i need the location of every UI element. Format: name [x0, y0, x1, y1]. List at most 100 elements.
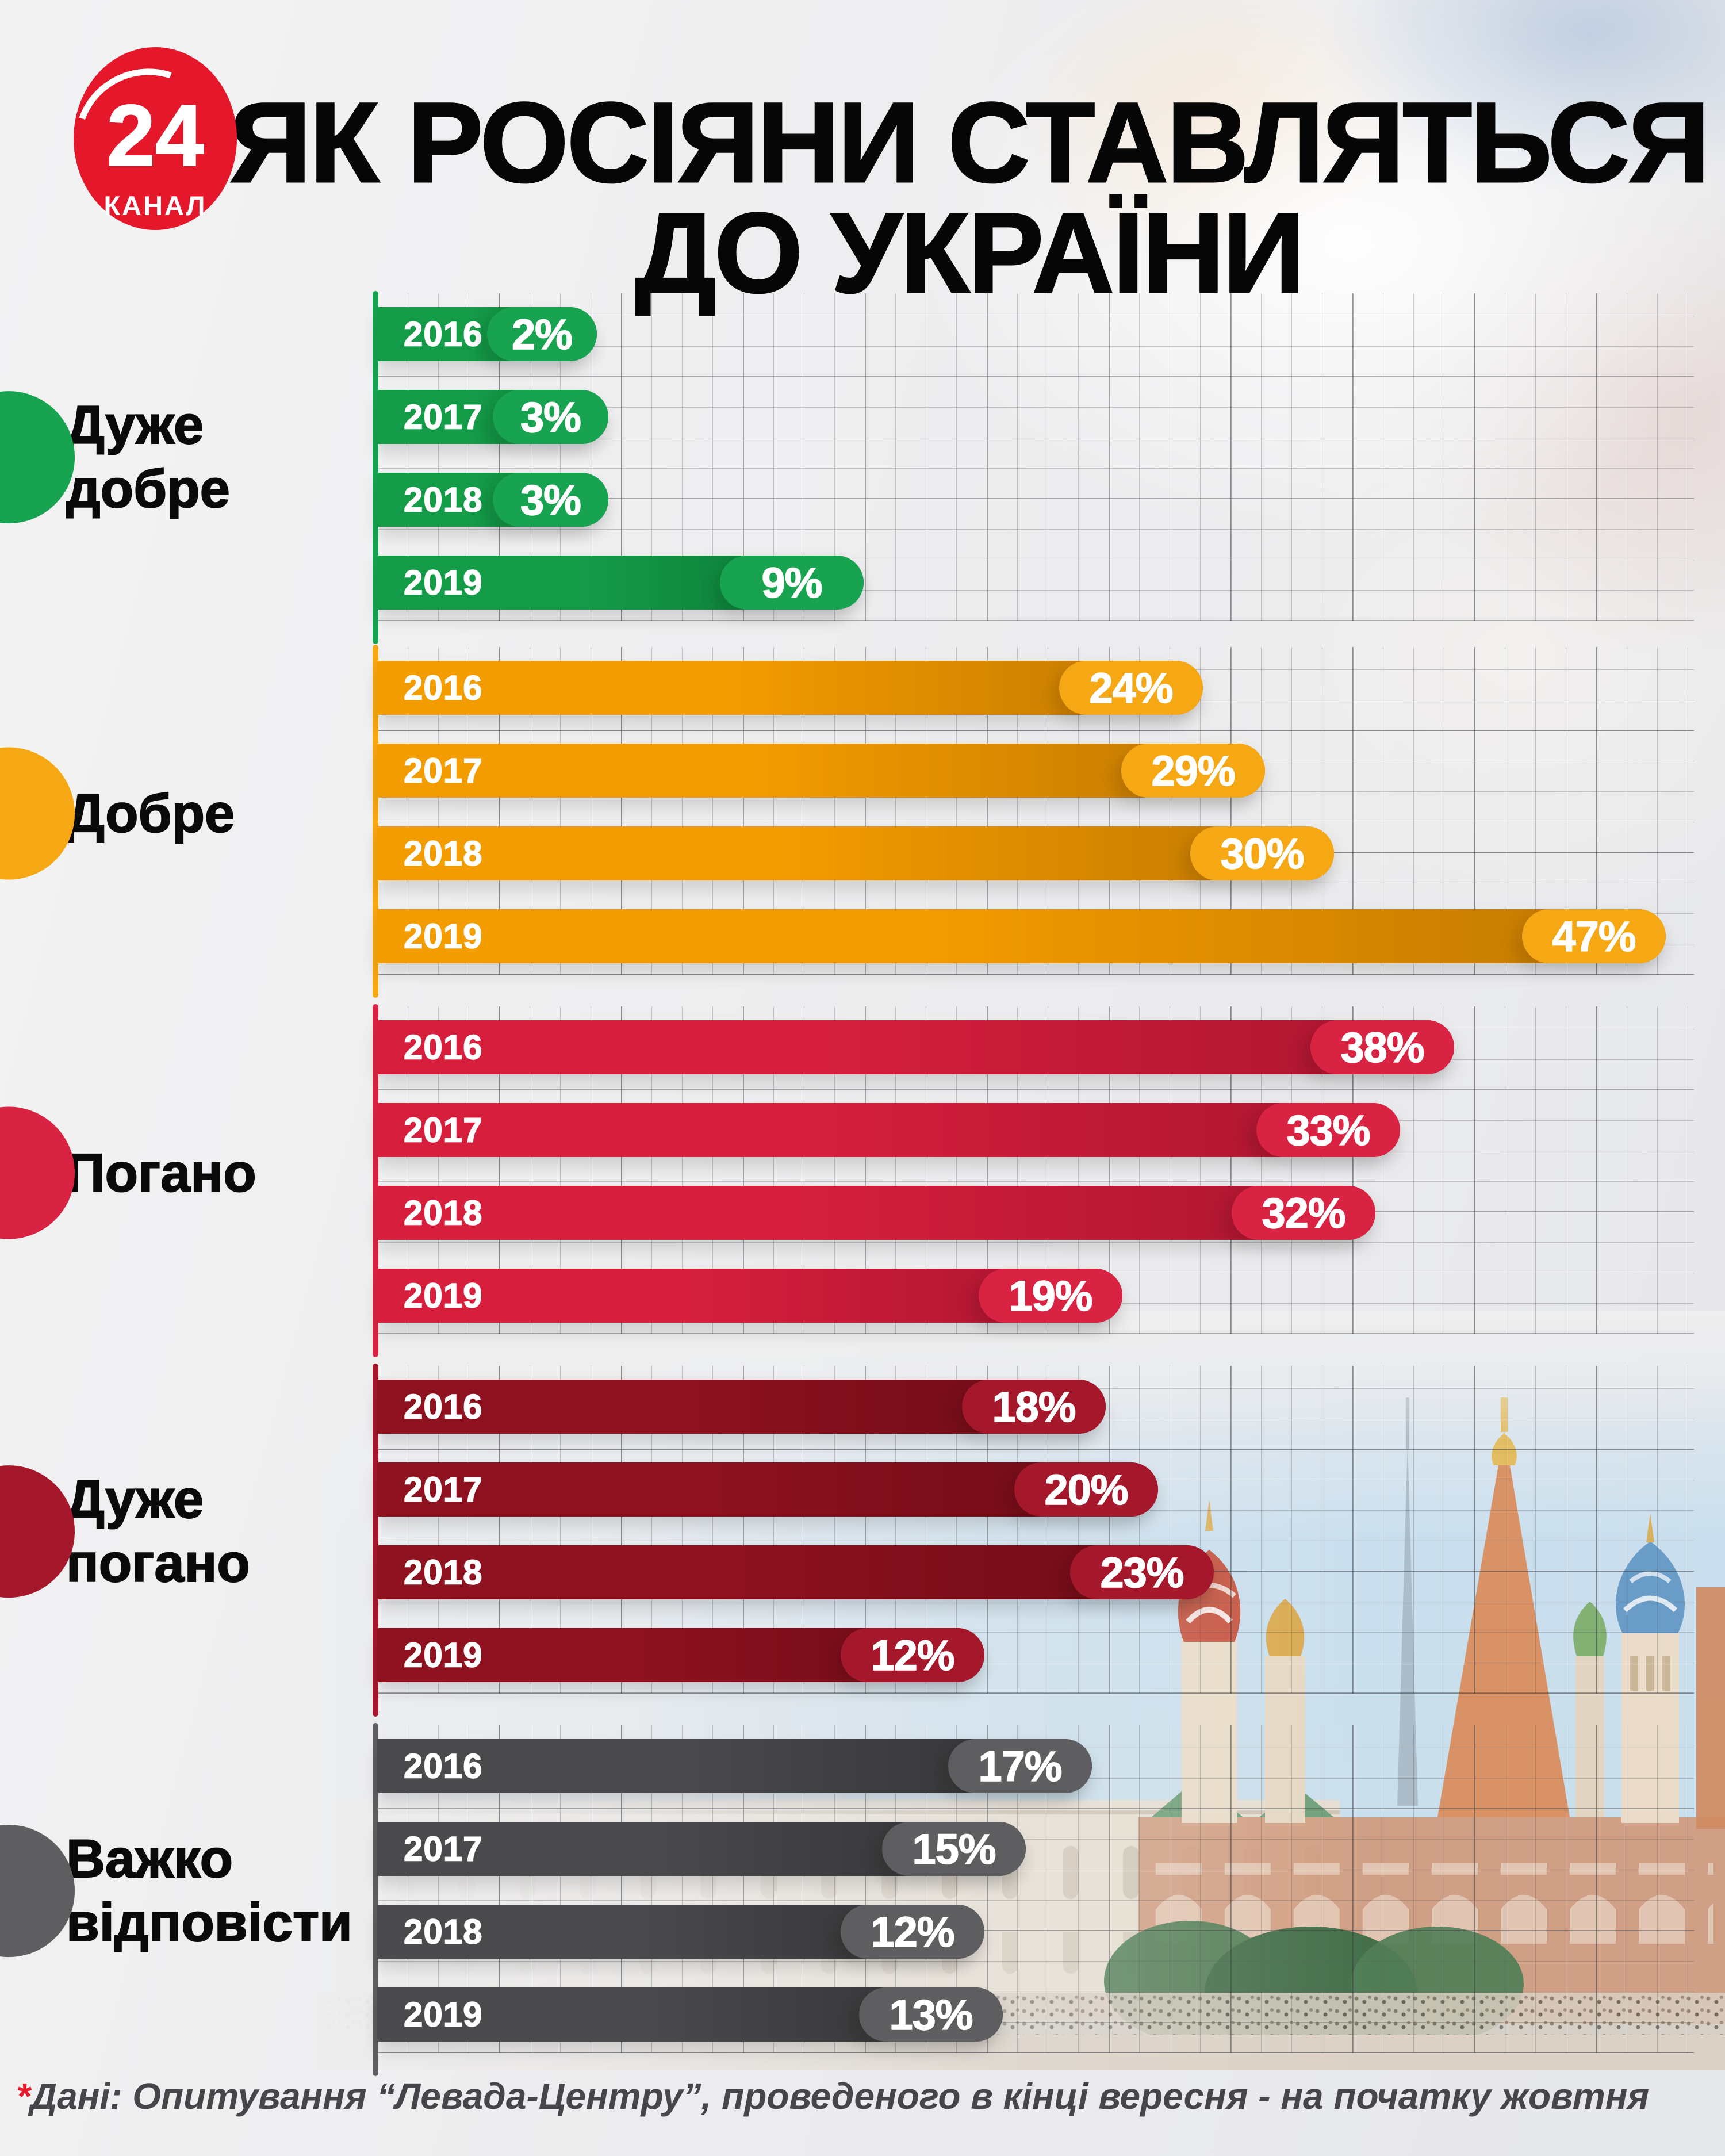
bar-2016: 2016 38% — [377, 1020, 1454, 1074]
category-label-line: Дуже — [66, 394, 204, 455]
value-label: 9% — [761, 558, 823, 607]
channel-24-logo: 24 КАНАЛ — [51, 44, 244, 235]
year-label: 2019 — [403, 1636, 483, 1675]
category-label-line: Добре — [66, 783, 235, 844]
value-label: 30% — [1220, 829, 1305, 878]
value-badge: 3% — [493, 473, 608, 527]
year-label: 2018 — [403, 1553, 483, 1592]
value-label: 29% — [1151, 746, 1236, 795]
category-dot — [0, 391, 75, 523]
value-label: 38% — [1340, 1023, 1425, 1072]
bar-2018: 2018 23% — [377, 1545, 1214, 1599]
year-label: 2018 — [403, 1912, 483, 1952]
value-label: 18% — [992, 1383, 1077, 1431]
category-label-line: Важко — [66, 1828, 233, 1889]
title-line-2: ДО УКРАЇНИ — [634, 189, 1306, 317]
year-label: 2019 — [403, 917, 483, 956]
value-badge: 24% — [1059, 661, 1203, 715]
year-label: 2018 — [403, 1193, 483, 1233]
year-label: 2016 — [403, 1387, 483, 1427]
value-label: 24% — [1089, 664, 1174, 713]
bar-2019: 2019 19% — [377, 1269, 1122, 1323]
group-bad: 2016 38% 2017 33% 2018 32% 2019 19% — [0, 1004, 1725, 1357]
value-label: 23% — [1100, 1548, 1185, 1597]
value-label: 12% — [871, 1631, 956, 1680]
category-bad: Погано — [0, 1107, 257, 1239]
category-label-line: погано — [66, 1532, 251, 1594]
category-very-bad: Дуже погано — [0, 1465, 251, 1598]
year-label: 2019 — [403, 1995, 483, 2035]
value-badge: 29% — [1121, 744, 1265, 798]
year-label: 2018 — [403, 834, 483, 874]
value-badge: 18% — [962, 1380, 1106, 1434]
value-label: 47% — [1552, 912, 1637, 961]
bar-2017: 2017 15% — [377, 1822, 1026, 1876]
value-badge: 20% — [1014, 1462, 1158, 1517]
value-badge: 15% — [882, 1822, 1026, 1876]
category-label-line: добре — [66, 458, 231, 519]
axis-line — [373, 1364, 378, 1717]
value-label: 20% — [1044, 1465, 1129, 1514]
value-badge: 12% — [841, 1628, 984, 1682]
year-label: 2016 — [403, 668, 483, 708]
category-label-line: Погано — [66, 1142, 257, 1204]
value-label: 33% — [1286, 1106, 1371, 1155]
value-label: 19% — [1009, 1272, 1094, 1320]
group-very-good: 2016 2% 2017 3% 2018 3% 2019 9% — [0, 291, 1725, 644]
year-label: 2017 — [403, 1110, 483, 1150]
category-good: Добре — [0, 748, 235, 880]
bar-2017: 2017 20% — [377, 1462, 1158, 1517]
bar-2016: 2016 2% — [377, 307, 597, 361]
value-label: 3% — [520, 393, 581, 442]
value-badge: 17% — [948, 1739, 1092, 1793]
bar-2018: 2018 30% — [377, 826, 1334, 880]
bar-2018: 2018 12% — [377, 1905, 984, 1959]
group-hard-to-answer: 2016 17% 2017 15% 2018 12% 2019 13% — [0, 1723, 1725, 2076]
value-badge: 12% — [841, 1905, 984, 1959]
value-badge: 13% — [859, 1987, 1003, 2042]
value-badge: 47% — [1522, 909, 1666, 963]
logo-number: 24 — [106, 87, 204, 185]
group-very-bad: 2016 18% 2017 20% 2018 23% 2019 12% — [0, 1364, 1725, 1717]
bar-2018: 2018 32% — [377, 1186, 1375, 1240]
category-label: Важко відповісти — [66, 1827, 353, 1955]
value-label: 32% — [1262, 1189, 1347, 1238]
value-badge: 23% — [1070, 1545, 1214, 1599]
value-label: 13% — [889, 1990, 974, 2039]
bar-2019: 2019 47% — [377, 909, 1666, 963]
asterisk: * — [16, 2075, 30, 2117]
logo-caption: КАНАЛ — [103, 190, 207, 221]
year-label: 2019 — [403, 563, 483, 603]
bar-2019: 2019 12% — [377, 1628, 984, 1682]
value-badge: 3% — [493, 390, 608, 444]
value-badge: 2% — [487, 307, 597, 361]
bar-2016: 2016 17% — [377, 1739, 1092, 1793]
year-label: 2017 — [403, 1470, 483, 1510]
source-note: *Дані: Опитування “Левада-Центру”, прове… — [16, 2075, 1718, 2117]
bar-2016: 2016 18% — [377, 1380, 1106, 1434]
year-label: 2016 — [403, 315, 483, 354]
year-label: 2016 — [403, 1028, 483, 1067]
category-label: Погано — [66, 1142, 257, 1205]
value-badge: 33% — [1256, 1103, 1400, 1157]
bar-2017: 2017 29% — [377, 744, 1265, 798]
category-hard-to-answer: Важко відповісти — [0, 1825, 353, 1957]
year-label: 2016 — [403, 1747, 483, 1786]
value-label: 12% — [871, 1908, 956, 1956]
category-label-line: Дуже — [66, 1468, 204, 1530]
category-label: Дуже погано — [66, 1468, 251, 1595]
category-label: Добре — [66, 782, 235, 846]
bar-2016: 2016 24% — [377, 661, 1203, 715]
value-label: 17% — [978, 1742, 1063, 1791]
bar-2019: 2019 13% — [377, 1987, 1003, 2042]
source-text: Дані: Опитування “Левада-Центру”, провед… — [30, 2075, 1650, 2117]
value-label: 15% — [912, 1825, 997, 1874]
year-label: 2017 — [403, 397, 483, 437]
value-badge: 19% — [979, 1269, 1122, 1323]
category-dot — [0, 1465, 75, 1598]
year-label: 2018 — [403, 480, 483, 520]
category-label-line: відповісти — [66, 1891, 353, 1953]
axis-line — [373, 1723, 378, 2076]
year-label: 2017 — [403, 1829, 483, 1869]
